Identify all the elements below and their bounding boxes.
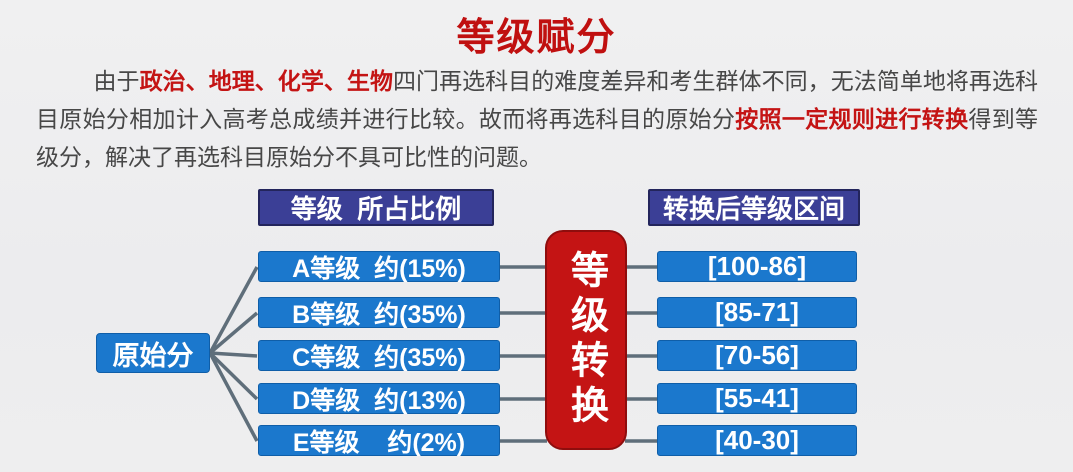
range-box-c: [70-56] <box>657 340 857 371</box>
grade-box-d: D等级 约(13%) <box>258 383 500 415</box>
intro-rule-highlight: 按照一定规则进行转换 <box>735 106 969 132</box>
range-box-d: [55-41] <box>657 383 857 414</box>
connector-lines <box>208 265 659 443</box>
grade-box-c: C等级 约(35%) <box>258 340 500 372</box>
right-header-converted-range: 转换后等级区间 <box>648 189 860 226</box>
page-title: 等级赋分 <box>456 17 617 59</box>
grade-box-b: B等级 约(35%) <box>258 297 500 329</box>
grade-converter-box: 等级转换 <box>545 230 627 450</box>
range-box-e: [40-30] <box>657 425 857 456</box>
intro-tail: 得到等级分，解决了再选科目原始分不具可比性的问题。 <box>36 106 1039 170</box>
original-score-box: 原始分 <box>96 333 210 373</box>
grade-box-a: A等级 约(15%) <box>258 251 500 283</box>
intro-middle: 四门再选科目的难度差异和考生群体不同，无法简单地将再选科目原始分相加计入高考总成… <box>36 68 1039 132</box>
left-header-grade-proportion: 等级 所占比例 <box>258 189 494 226</box>
range-box-b: [85-71] <box>657 297 857 328</box>
range-box-a: [100-86] <box>657 251 857 282</box>
grade-box-e: E等级 约(2%) <box>258 425 500 457</box>
intro-paragraph: 由于政治、地理、化学、生物四门再选科目的难度差异和考生群体不同，无法简单地将再选… <box>36 62 1038 176</box>
intro-lead-in: 由于 <box>93 68 140 94</box>
grade-conversion-diagram: 原始分 等级 所占比例 转换后等级区间 等级转换 A等级 约(15%) B等级 … <box>0 185 1073 472</box>
intro-subjects-highlight: 政治、地理、化学、生物 <box>139 68 393 94</box>
